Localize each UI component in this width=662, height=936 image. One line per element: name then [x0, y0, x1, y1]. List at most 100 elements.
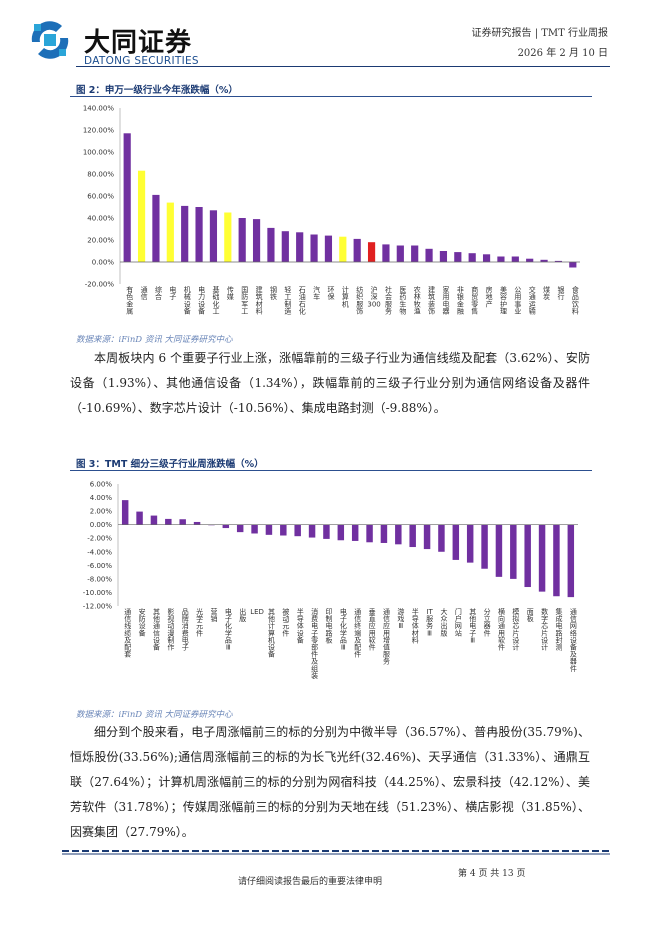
bar — [409, 524, 416, 548]
category-label: 其他电子 Ⅲ — [469, 608, 476, 644]
bar — [411, 245, 419, 262]
category-label: 医药生物 — [399, 286, 406, 316]
legal-notice: 请仔细阅读报告最后的重要法律申明 — [238, 877, 383, 887]
y-tick-label: 20.00% — [87, 237, 114, 245]
bar — [236, 524, 244, 533]
category-label: 电力设备 — [198, 285, 205, 316]
category-label: 通信线缆及配套 — [124, 607, 131, 659]
category-label: 营销 — [210, 607, 217, 623]
bar — [495, 524, 503, 577]
bar — [252, 219, 261, 262]
bar — [310, 234, 318, 262]
y-tick-label: 4.00% — [90, 494, 113, 502]
bar — [121, 500, 129, 525]
bar — [152, 194, 160, 262]
category-label: 其他通信设备 — [153, 608, 160, 652]
category-label: 被动元件 — [282, 607, 289, 637]
category-label: 建筑材料 — [256, 285, 263, 316]
category-label: LED — [250, 608, 264, 616]
figure3-rule — [70, 470, 592, 471]
bar — [395, 524, 402, 545]
category-label: 半导体设备 — [297, 607, 304, 644]
category-label: 集成电路封测 — [555, 607, 562, 652]
bar — [526, 258, 534, 262]
bar — [380, 524, 388, 543]
category-label: 半导体材料 — [412, 607, 419, 644]
category-label: 通信网络设备及器件 — [570, 607, 577, 673]
category-label: 房地产 — [486, 285, 493, 308]
category-label: 计算机 — [342, 285, 349, 308]
category-label: 面板 — [527, 608, 534, 623]
category-label: 建筑装饰 — [428, 285, 435, 316]
y-tick-label: 120.00% — [83, 127, 114, 135]
category-label: 机械设备 — [184, 285, 191, 316]
category-label: 有色金属 — [126, 285, 133, 316]
figure3-source: 数据来源：iFinD 资讯 大同证券研究中心 — [76, 710, 233, 720]
bar — [195, 207, 203, 262]
y-tick-label: -2.00% — [87, 535, 112, 543]
category-label: 游戏 Ⅲ — [397, 607, 404, 630]
category-label: 基础化工 — [212, 285, 219, 316]
category-label: 轻工制造 — [284, 285, 291, 316]
category-label: 社会服务 — [385, 285, 392, 316]
category-label: 公用事业 — [514, 286, 521, 316]
paragraph-stocks-text: 细分到个股来看，电子周涨幅前三的标的分别为中微半导（36.57%）、普冉股份(3… — [70, 725, 590, 839]
bar — [123, 133, 131, 262]
category-label: 交通运输 — [529, 285, 536, 316]
y-tick-label: 140.00% — [83, 105, 114, 113]
category-label: 出版 — [239, 607, 246, 623]
footer-divider — [62, 850, 610, 855]
bar — [396, 245, 404, 262]
bar — [367, 242, 376, 262]
category-label: 沪深 300 — [367, 285, 380, 308]
category-label: 电子化学品 Ⅲ — [225, 607, 232, 652]
bar — [439, 251, 448, 262]
y-tick-label: -8.00% — [87, 575, 112, 583]
category-label: 横向通用软件 — [498, 607, 505, 652]
category-label: 门户网站 — [455, 607, 462, 637]
category-label: 印制电路板 — [325, 608, 332, 644]
bar — [267, 227, 275, 262]
bar — [497, 256, 505, 262]
figure2-title: 图 2：申万一级行业今年涨跌幅（%） — [76, 85, 238, 96]
bar — [423, 524, 431, 550]
bar — [193, 521, 201, 525]
bar — [353, 238, 361, 262]
category-label: 电子化学品 Ⅲ — [340, 607, 347, 652]
bar — [452, 524, 460, 560]
bar — [181, 205, 189, 262]
bar — [166, 202, 174, 262]
report-type: 证券研究报告 | TMT 行业周报 — [471, 28, 608, 39]
category-label: 通信终端及配件 — [354, 607, 361, 659]
bar — [337, 524, 345, 541]
category-label: 农林牧渔 — [414, 285, 421, 316]
y-tick-label: 2.00% — [90, 508, 113, 516]
bar — [482, 254, 491, 262]
bar — [524, 524, 531, 588]
category-label: 消费电子零部件及组装 — [311, 607, 318, 680]
brand-name-en: DATONG SECURITIES — [84, 55, 199, 67]
category-label: 食品饮料 — [572, 285, 579, 316]
category-label: 纺织服饰 — [356, 285, 363, 316]
category-label: 通信 — [141, 285, 148, 301]
category-label: 光学元件 — [196, 607, 203, 637]
header-divider — [76, 66, 610, 67]
bar — [209, 210, 218, 262]
y-tick-label: 40.00% — [87, 215, 114, 223]
category-label: 大众出版 — [440, 607, 447, 637]
y-tick-label: 6.00% — [90, 481, 113, 489]
y-tick-label: 0.00% — [90, 521, 113, 529]
bar — [251, 524, 258, 534]
y-tick-label: -4.00% — [87, 548, 112, 556]
bar — [339, 236, 347, 262]
bar — [294, 524, 301, 537]
bar — [265, 524, 273, 535]
category-label: 石油石化 — [299, 286, 306, 316]
bar — [540, 259, 548, 262]
bar — [511, 256, 519, 262]
page-number: 第 4 页 共 13 页 — [458, 869, 526, 879]
figure3-title: 图 3：TMT 细分三级子行业周涨跌幅（%） — [76, 459, 264, 470]
category-label: 煤炭 — [543, 285, 550, 301]
bar — [281, 231, 289, 262]
bar — [296, 232, 304, 262]
